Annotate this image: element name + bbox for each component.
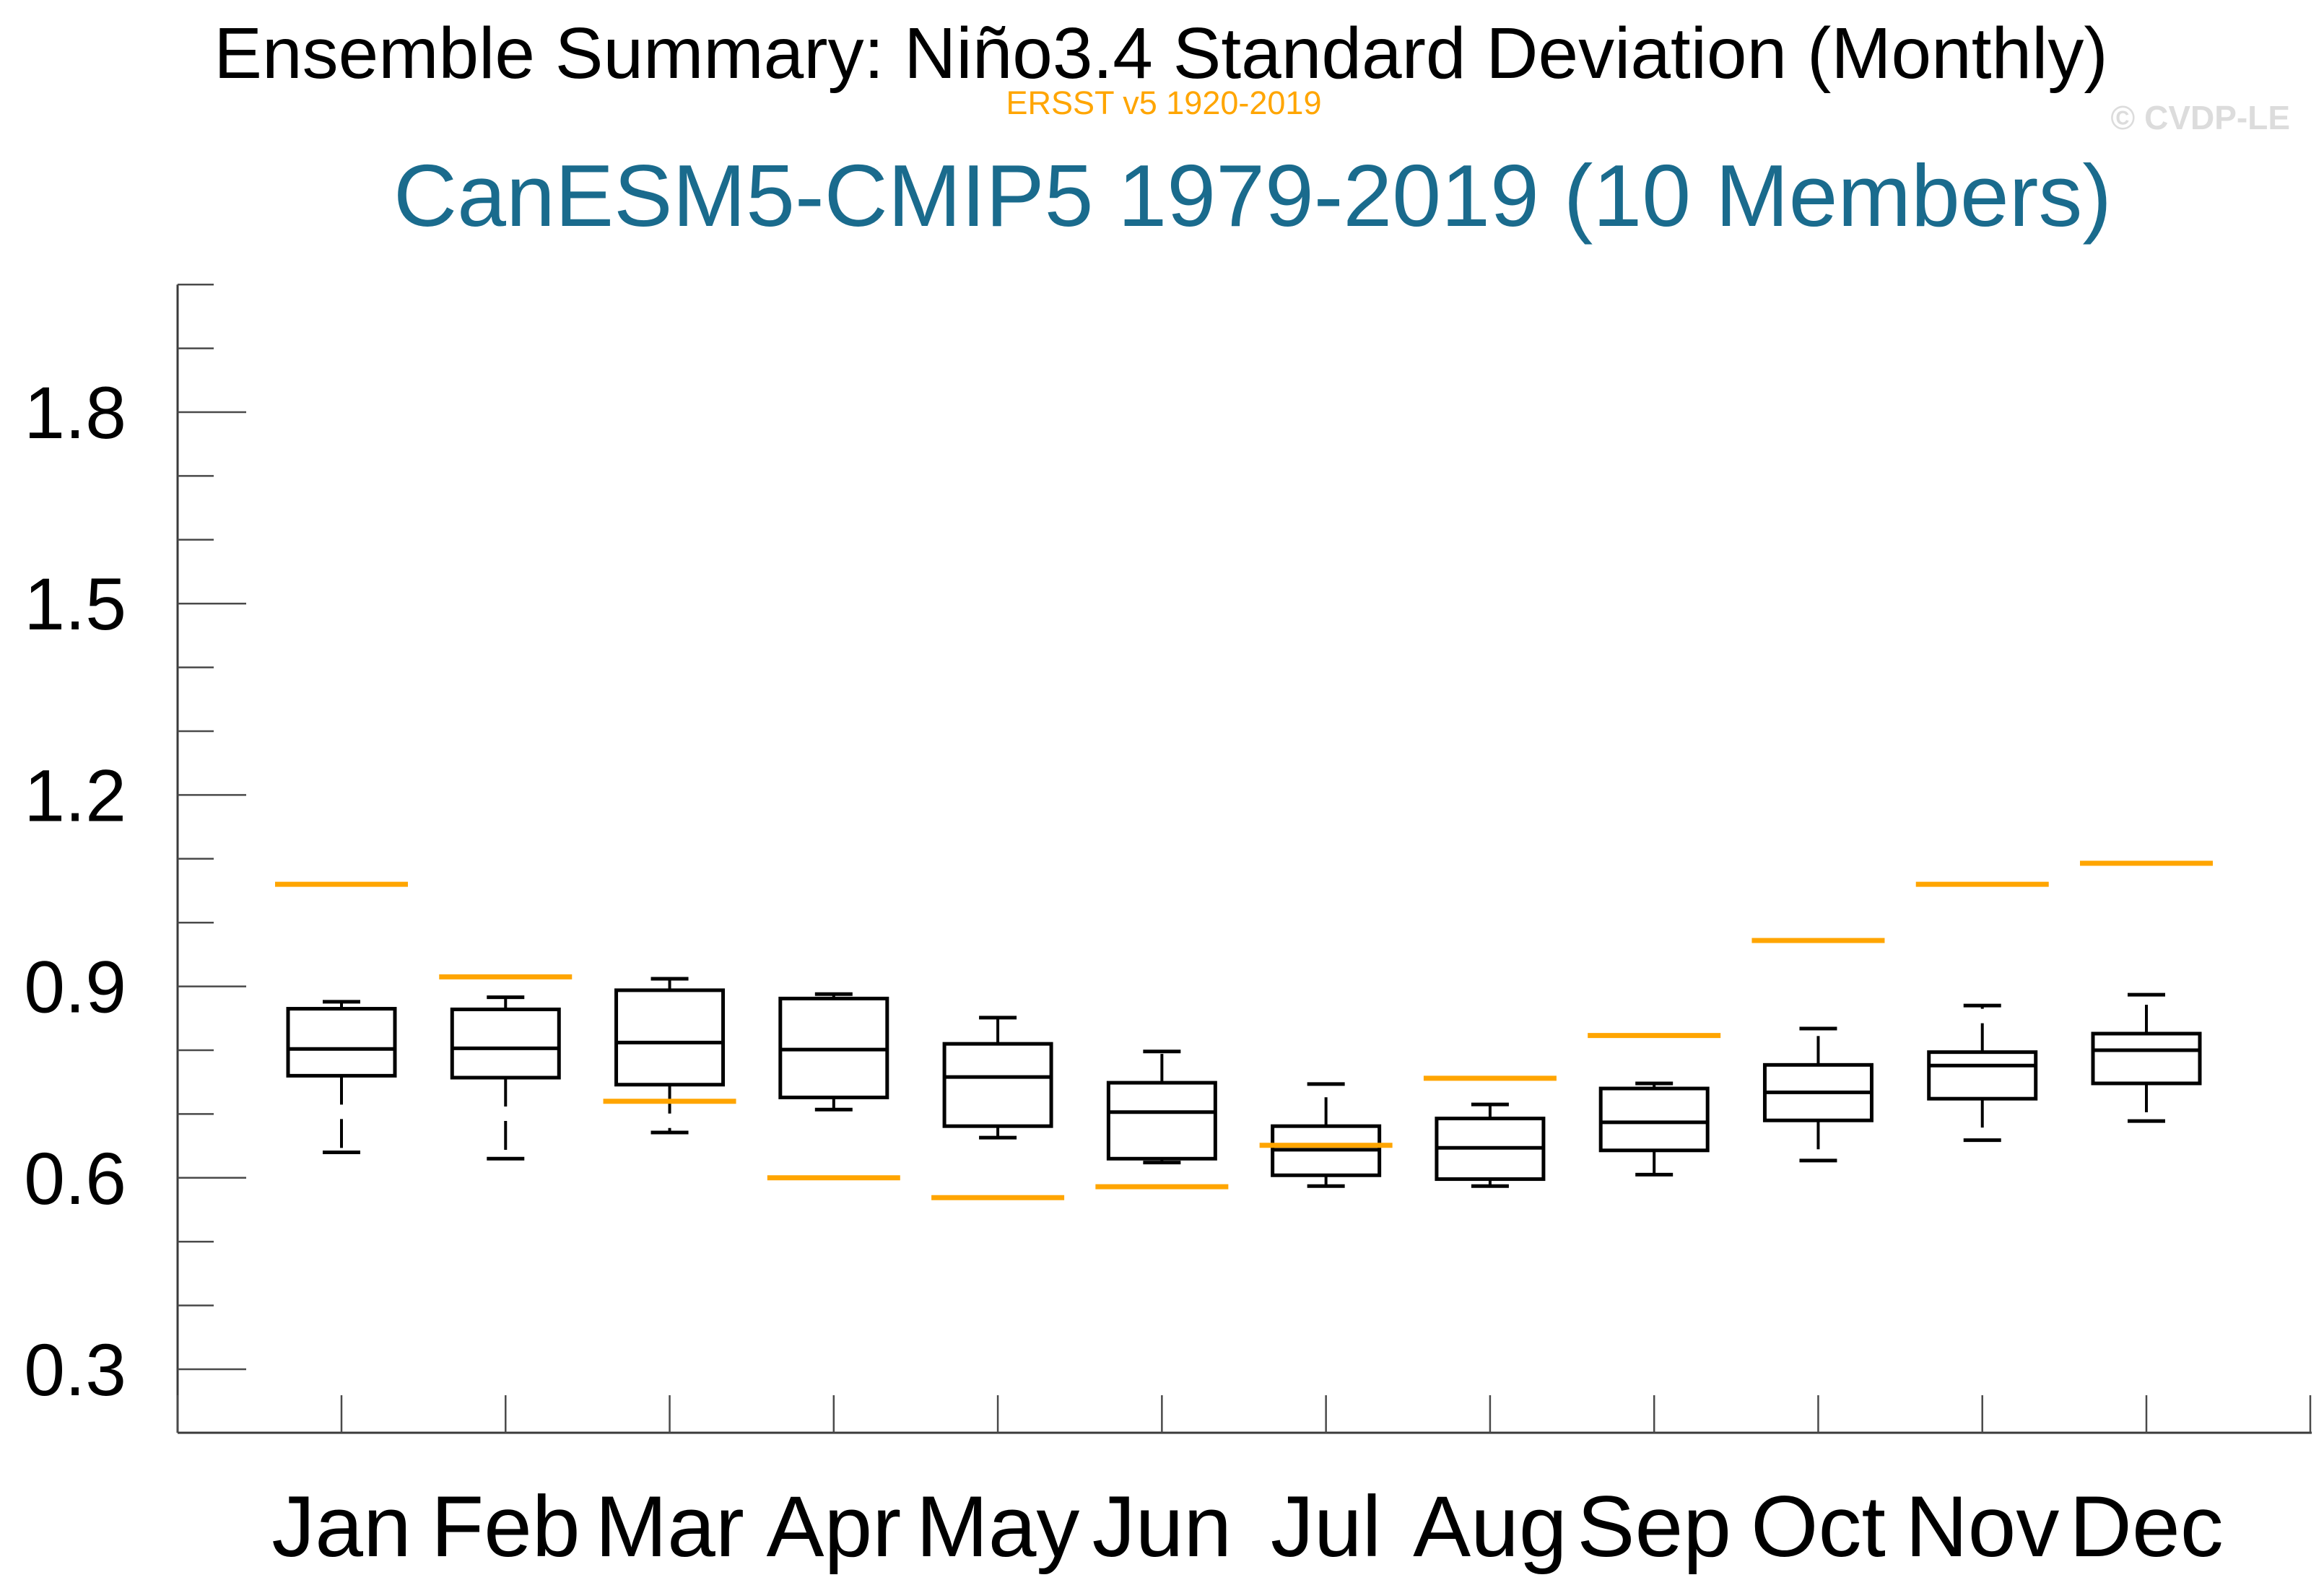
box-Mar [614,988,726,1087]
y-tick-label-0.9: 0.9 [24,946,126,1029]
box-Nov [1927,1050,2038,1101]
x-label-Apr: Apr [766,1478,901,1575]
x-label-Oct: Oct [1751,1478,1886,1575]
x-label-Mar: Mar [595,1478,744,1575]
x-label-Nov: Nov [1905,1478,2059,1575]
x-label-Jan: Jan [271,1478,411,1575]
box-May [942,1042,1053,1128]
x-label-Jun: Jun [1092,1478,1232,1575]
observation-dataset-subtitle: ERSST v5 1920-2019 [1006,84,1322,121]
box-Dec [2091,1031,2202,1086]
model-ensemble-title: CanESM5-CMIP5 1979-2019 (10 Members) [393,147,2112,245]
box-Jun [1106,1081,1217,1161]
x-label-Dec: Dec [2069,1478,2223,1575]
box-Feb [450,1007,561,1080]
y-tick-label-0.3: 0.3 [24,1329,126,1411]
y-tick-label-1.8: 1.8 [24,372,126,454]
box-Jan [286,1007,397,1078]
x-label-Feb: Feb [431,1478,580,1575]
x-label-Sep: Sep [1577,1478,1731,1575]
x-label-Jul: Jul [1271,1478,1381,1575]
cvdp-watermark: © CVDP-LE [2110,99,2290,136]
y-tick-label-1.2: 1.2 [24,754,126,837]
page-title: Ensemble Summary: Niño3.4 Standard Devia… [214,13,2108,94]
x-label-Aug: Aug [1413,1478,1567,1575]
box-Sep [1598,1086,1710,1153]
x-label-May: May [916,1478,1080,1575]
y-tick-label-1.5: 1.5 [24,563,126,645]
y-tick-label-0.6: 0.6 [24,1138,126,1220]
